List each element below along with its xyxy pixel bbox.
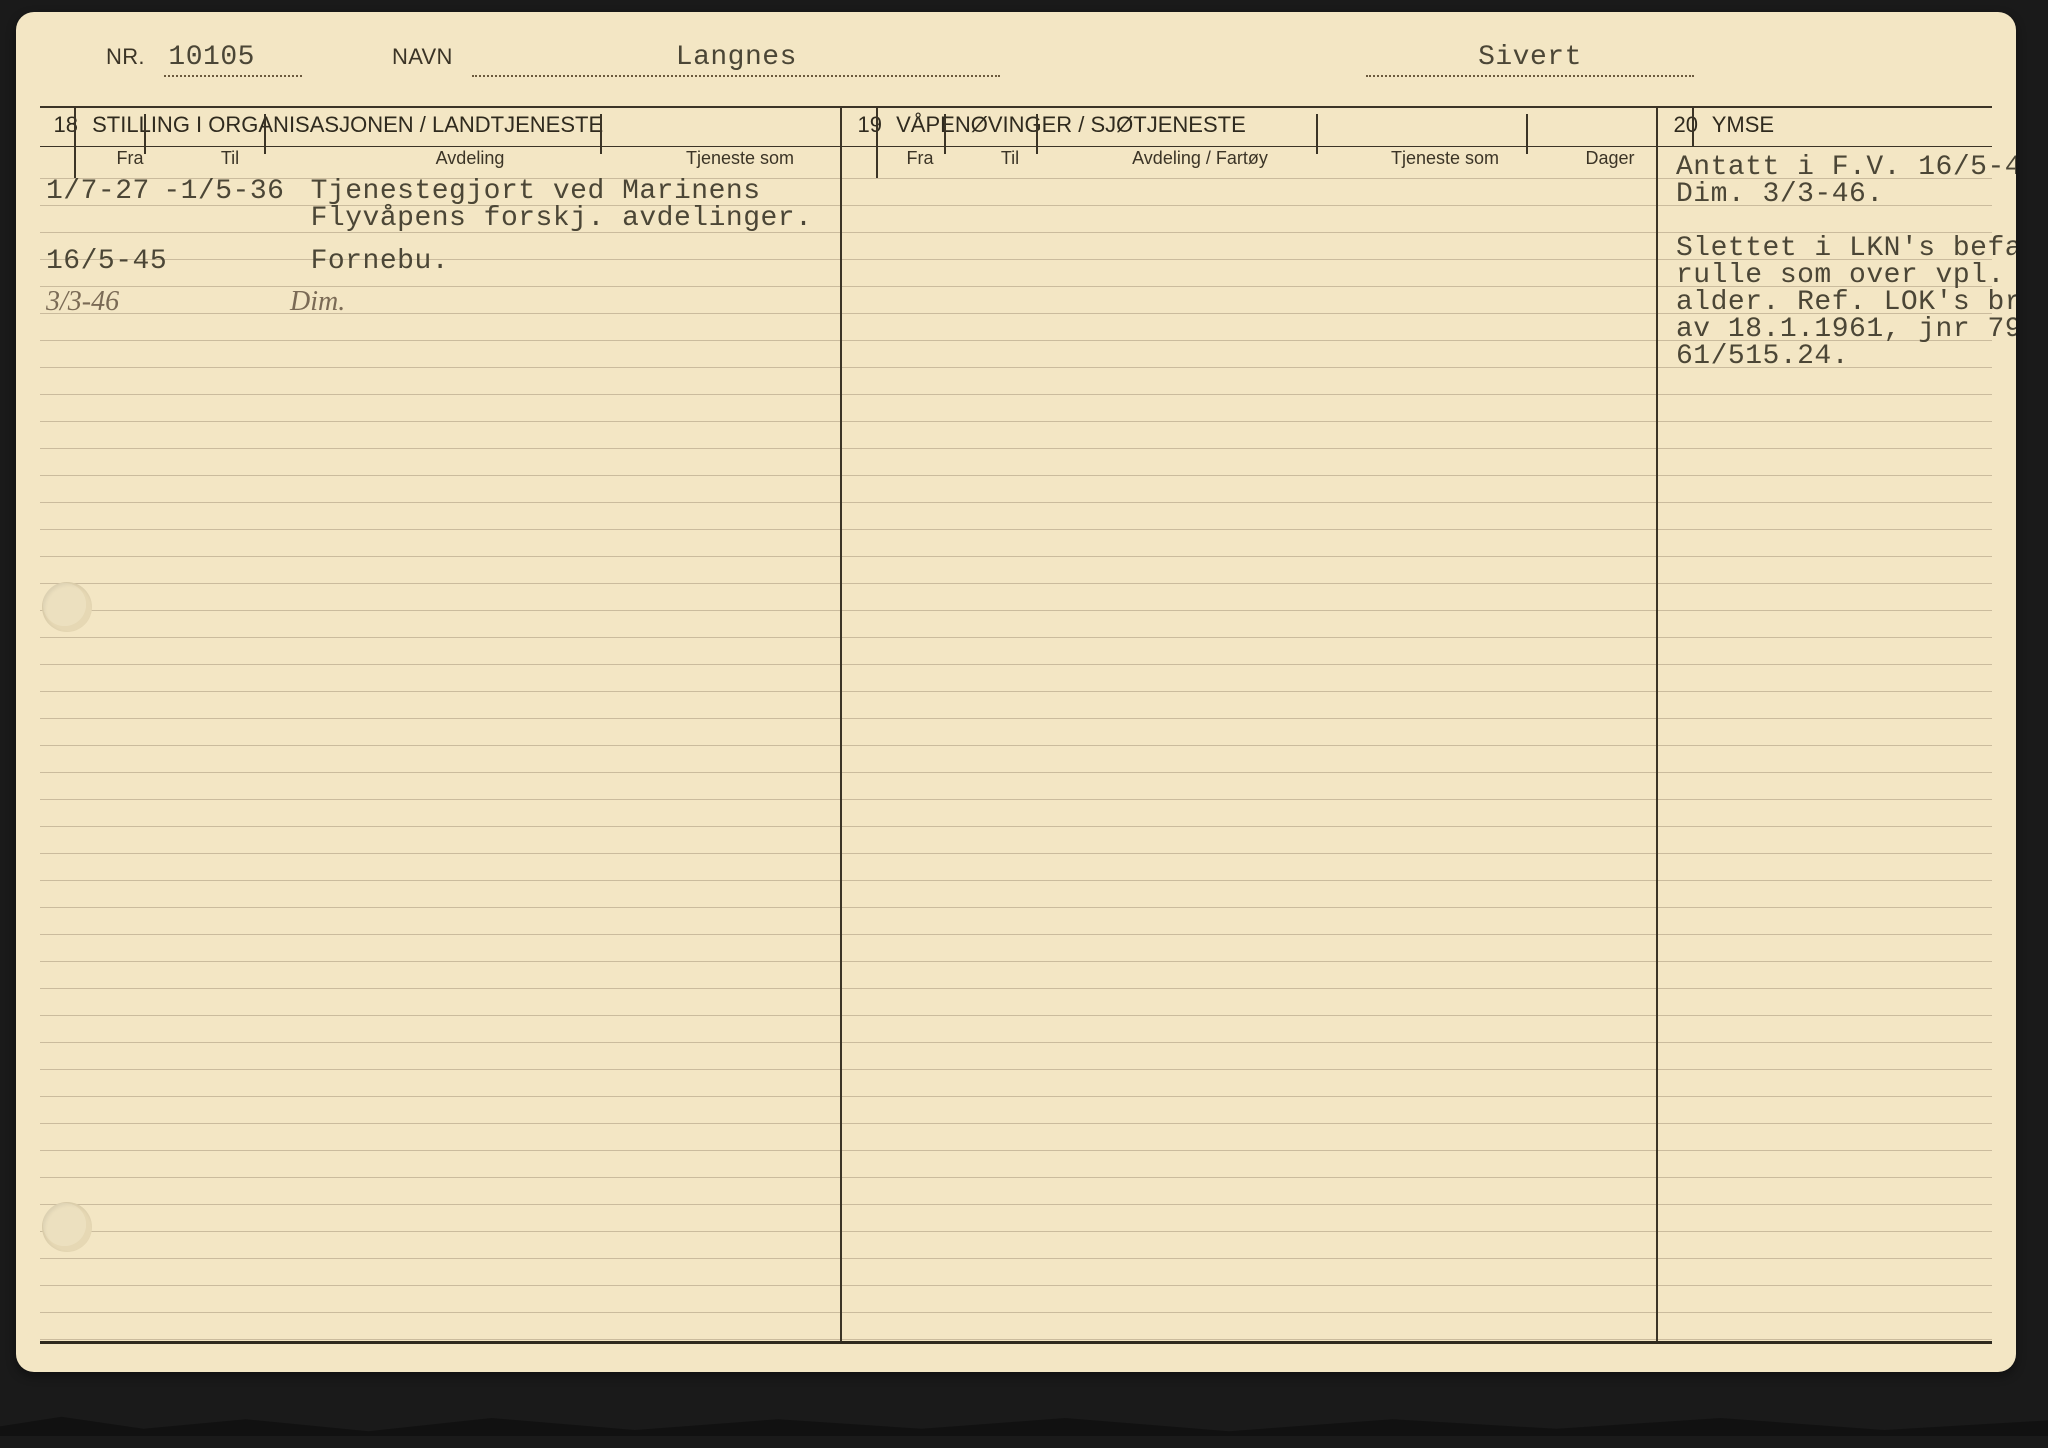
c18-row-3: 3/3-46 Dim. <box>46 286 345 318</box>
c18-r3-text: Dim. <box>290 286 345 317</box>
card-content: 1/7-27 -1/5-36 Tjenestegjort ved Marinen… <box>46 176 1986 1332</box>
given-name-value: Sivert <box>1366 42 1694 77</box>
record-card: NR. 10105 NAVN Langnes Sivert 18 STILLIN… <box>16 12 2016 1372</box>
sub-19-til: Til <box>970 148 1050 169</box>
nr-value: 10105 <box>164 42 302 77</box>
c18-r3-fra: 3/3-46 <box>46 286 146 318</box>
c18-row-2: 16/5-45 Fornebu. <box>46 246 449 277</box>
sub-19-tjeneste: Tjeneste som <box>1350 148 1540 169</box>
punch-hole-1 <box>42 582 92 632</box>
tick-20-num <box>1692 106 1694 146</box>
rule-bottom <box>40 1341 1992 1344</box>
c18-r2-fra: 16/5-45 <box>46 246 146 277</box>
sub-18-tjeneste: Tjeneste som <box>630 148 850 169</box>
scan-bottom-edge <box>0 1412 2048 1436</box>
section-19-title: 19 VÅPENØVINGER / SJØTJENESTE <box>848 112 1246 138</box>
c18-r1-text: Flyvåpens forskj. avdelinger. <box>311 203 813 234</box>
rule-sub <box>40 146 1992 147</box>
sub-18-fra: Fra <box>90 148 170 169</box>
c20-line-7: 61/515.24. <box>1676 341 1849 372</box>
section-18-title: 18 STILLING I ORGANISASJONEN / LANDTJENE… <box>44 112 603 138</box>
sub-19-avdeling: Avdeling / Fartøy <box>1070 148 1330 169</box>
card-header: NR. 10105 NAVN Langnes Sivert <box>106 42 1956 98</box>
nr-label: NR. <box>106 44 145 69</box>
c20-line-1: Dim. 3/3-46. <box>1676 179 1884 210</box>
sub-18-avdeling: Avdeling <box>340 148 600 169</box>
section-titles: 18 STILLING I ORGANISASJONEN / LANDTJENE… <box>40 112 1992 144</box>
navn-label: NAVN <box>392 44 453 69</box>
sub-19-fra: Fra <box>880 148 960 169</box>
c18-row-1: Flyvåpens forskj. avdelinger. <box>46 203 812 234</box>
rule-top <box>40 106 1992 108</box>
sub-19-dager: Dager <box>1560 148 1660 169</box>
section-20-title: 20 YMSE <box>1664 112 1774 138</box>
punch-hole-2 <box>42 1202 92 1252</box>
sub-18-til: Til <box>180 148 280 169</box>
c18-r2-text: Fornebu. <box>311 246 449 277</box>
surname-value: Langnes <box>472 42 1000 77</box>
